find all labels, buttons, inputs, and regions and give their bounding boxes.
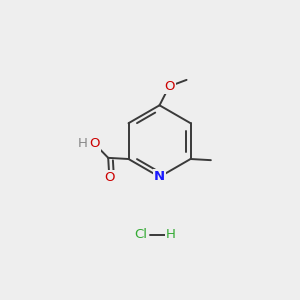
Text: Cl: Cl: [134, 228, 147, 241]
Text: H: H: [166, 228, 176, 241]
Text: O: O: [89, 137, 100, 151]
Text: H: H: [78, 137, 88, 150]
Text: N: N: [154, 170, 165, 183]
Text: O: O: [164, 80, 175, 93]
Text: O: O: [104, 171, 115, 184]
